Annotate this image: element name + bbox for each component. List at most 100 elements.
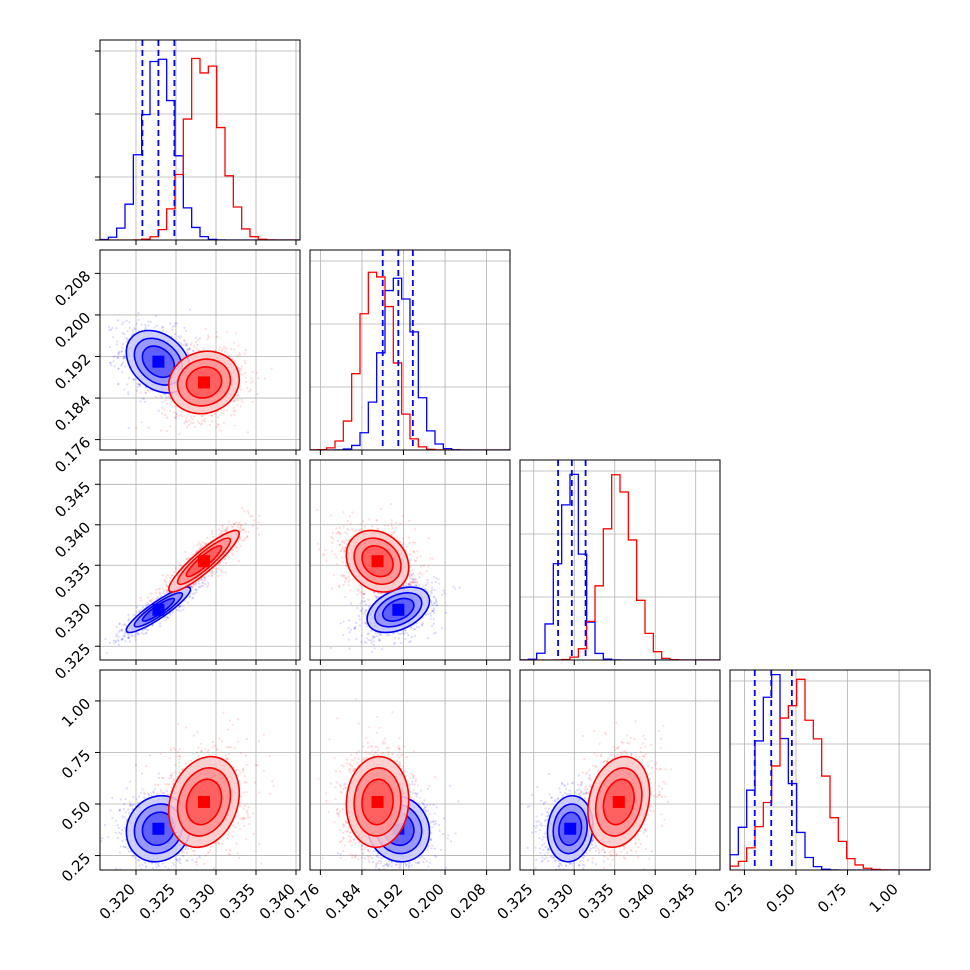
scatter-point [210, 572, 213, 575]
scatter-point [251, 524, 255, 527]
scatter-point [408, 541, 411, 545]
scatter-point [154, 314, 158, 317]
scatter-point [120, 350, 123, 353]
scatter-point [110, 364, 113, 367]
scatter-point [198, 586, 201, 589]
scatter-point [256, 392, 259, 396]
panel-background [310, 460, 510, 660]
scatter-point [127, 636, 130, 640]
scatter-point [391, 527, 394, 530]
scatter-point [198, 422, 201, 425]
scatter-point [154, 588, 157, 591]
scatter-point [116, 356, 119, 359]
scatter-point [166, 616, 169, 619]
scatter-point [127, 619, 130, 622]
scatter-point [361, 607, 364, 610]
scatter-point [200, 422, 203, 425]
scatter-point [231, 525, 235, 529]
scatter-point [363, 600, 366, 603]
scatter-point [123, 633, 126, 636]
scatter-point [356, 606, 359, 609]
scatter-point [358, 529, 361, 532]
scatter-point [174, 322, 177, 325]
scatter-point [163, 592, 166, 596]
scatter-point [180, 564, 183, 567]
scatter-point [372, 643, 375, 646]
scatter-point [270, 367, 273, 370]
scatter-point [161, 406, 164, 409]
scatter-point [121, 346, 124, 349]
scatter-point [432, 611, 436, 614]
scatter-point [190, 415, 193, 418]
scatter-point [375, 634, 378, 638]
scatter-point [203, 420, 206, 423]
scatter-point [121, 323, 124, 326]
scatter-point [167, 395, 170, 398]
scatter-point [364, 622, 367, 625]
scatter-point [169, 425, 172, 428]
scatter-point [140, 421, 143, 424]
panel-plot-area [100, 250, 300, 450]
scatter-point [362, 596, 365, 599]
scatter-point [378, 633, 381, 637]
scatter-point [115, 343, 119, 346]
scatter-point [239, 526, 242, 529]
scatter-point [421, 622, 425, 625]
scatter-point [165, 591, 168, 594]
scatter-point [198, 337, 201, 340]
scatter-point [249, 381, 252, 384]
panel-plot-area [310, 250, 510, 450]
scatter-point [233, 360, 236, 363]
scatter-point [233, 545, 237, 548]
scatter-point [360, 600, 363, 603]
scatter-point [247, 531, 250, 534]
scatter-point [429, 617, 432, 620]
scatter-point [158, 622, 161, 625]
scatter-point [127, 636, 130, 639]
scatter-point [134, 426, 138, 429]
scatter-point [139, 384, 142, 388]
scatter-point [342, 633, 345, 637]
scatter-point [234, 332, 237, 335]
scatter-point [198, 548, 201, 551]
scatter-point [193, 592, 196, 595]
scatter-point [411, 572, 414, 575]
scatter-point [147, 628, 150, 632]
scatter-point [232, 406, 235, 409]
scatter-point [161, 329, 165, 332]
scatter-point [108, 641, 112, 645]
scatter-point [374, 631, 378, 635]
scatter-point [146, 388, 149, 392]
scatter-point [165, 581, 168, 584]
scatter-point [356, 593, 359, 596]
scatter-point [243, 537, 247, 540]
scatter-point [165, 584, 168, 587]
scatter-point [162, 587, 165, 590]
density-peak [152, 355, 165, 368]
scatter-point [237, 539, 240, 542]
scatter-point [123, 357, 126, 360]
scatter-point [200, 584, 203, 587]
scatter-point [126, 330, 129, 333]
scatter-point [203, 542, 207, 545]
scatter-point [414, 628, 417, 631]
scatter-point [135, 611, 138, 614]
scatter-point [152, 623, 155, 627]
scatter-point [194, 588, 197, 591]
scatter-point [215, 426, 218, 429]
scatter-point [426, 578, 429, 582]
scatter-point [404, 629, 407, 632]
scatter-point [238, 367, 241, 370]
scatter-point [155, 324, 158, 327]
scatter-point [131, 378, 135, 381]
scatter-point [227, 520, 231, 523]
scatter-point [337, 584, 341, 587]
panel-frame [99, 459, 301, 661]
scatter-point [232, 400, 235, 403]
scatter-point [227, 354, 230, 357]
scatter-point [140, 599, 143, 602]
scatter-point [410, 583, 413, 587]
scatter-point [346, 519, 349, 523]
scatter-point [121, 637, 124, 640]
scatter-point [380, 633, 383, 636]
